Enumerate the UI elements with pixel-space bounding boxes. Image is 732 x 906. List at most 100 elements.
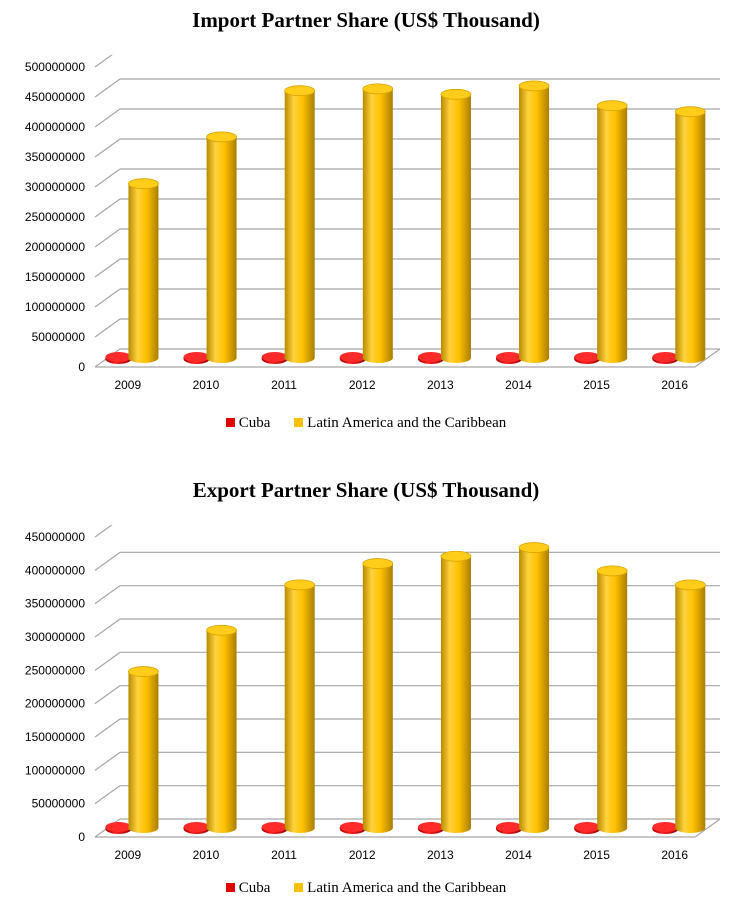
bar-cuba-top <box>496 822 523 832</box>
y-tick-label: 500000000 <box>25 60 85 74</box>
bar-latam-top <box>440 550 472 562</box>
bar-latam <box>284 90 315 358</box>
x-tick-label: 2013 <box>427 848 454 862</box>
bar-latam-top <box>206 624 237 636</box>
bar-latam-base <box>597 823 628 833</box>
x-tick-label: 2014 <box>505 848 532 862</box>
y-tick-label: 0 <box>78 830 85 844</box>
gridline-depth <box>94 138 121 158</box>
legend-swatch-latam <box>294 883 304 892</box>
gridline-depth <box>94 551 121 571</box>
gridline-depth <box>94 228 121 248</box>
legend-swatch-cuba <box>225 418 235 427</box>
gridline-depth <box>94 651 121 671</box>
bar-latam <box>597 105 628 358</box>
bar-latam <box>675 111 706 358</box>
y-tick-label: 300000000 <box>25 180 85 194</box>
bar-cuba-top <box>339 352 366 362</box>
bar-latam <box>362 563 393 828</box>
y-tick-label: 100000000 <box>25 300 85 314</box>
x-tick-label: 2014 <box>505 378 532 392</box>
bar-latam <box>362 88 393 359</box>
x-tick-label: 2016 <box>661 848 688 862</box>
bar-cuba-top <box>339 822 366 832</box>
export-chart-plot: 0 50000000 100000000 150000000 200000000 2500… <box>25 525 721 862</box>
bar-latam-top <box>440 88 472 100</box>
bar-cuba-top <box>105 822 132 832</box>
gridline-depth <box>94 258 121 278</box>
gridline-depth <box>94 318 121 338</box>
legend-label-latam: Latin America and the Caribbean <box>307 880 507 896</box>
gridline-depth <box>94 78 121 98</box>
bar-cuba-top <box>574 352 601 362</box>
gridline-depth <box>94 55 113 68</box>
bar-latam-base <box>519 823 550 833</box>
gridline-depth <box>94 785 121 805</box>
bar-latam-base <box>597 353 628 363</box>
y-tick-label: 300000000 <box>25 630 85 644</box>
bar-latam <box>206 136 237 358</box>
legend-label-cuba: Cuba <box>238 415 271 431</box>
bar-latam <box>128 183 159 358</box>
y-tick-label: 150000000 <box>25 730 85 744</box>
bar-latam-top <box>206 131 237 143</box>
legend-item-cuba: Cuba <box>225 880 271 897</box>
bar-latam-top <box>674 106 706 118</box>
gridline-depth <box>94 525 113 538</box>
bar-latam-top <box>128 178 159 190</box>
bar-cuba-top <box>105 352 132 362</box>
bar-latam-base <box>675 353 706 363</box>
bar-latam <box>284 584 315 828</box>
bar-latam-top <box>674 579 706 591</box>
legend-item-cuba: Cuba <box>225 415 271 432</box>
bar-latam <box>519 85 550 359</box>
import-chart-legend: Cuba Latin America and the Caribbean <box>0 415 732 432</box>
export-chart-legend: Cuba Latin America and the Caribbean <box>0 880 732 897</box>
x-tick-label: 2009 <box>114 848 141 862</box>
y-tick-label: 400000000 <box>25 563 85 577</box>
bar-cuba-top <box>417 822 444 832</box>
bar-latam-top <box>596 100 628 112</box>
floor-edge-side <box>694 818 721 838</box>
bar-latam-base <box>362 823 393 833</box>
gridline-depth <box>94 618 121 638</box>
y-tick-label: 200000000 <box>25 240 85 254</box>
legend-item-latam: Latin America and the Caribbean <box>294 880 506 897</box>
gridline-depth <box>94 168 121 188</box>
legend-label-cuba: Cuba <box>238 880 271 896</box>
y-tick-label: 50000000 <box>32 797 86 811</box>
x-tick-label: 2012 <box>349 848 376 862</box>
gridline-depth <box>94 751 121 771</box>
y-tick-label: 350000000 <box>25 597 85 611</box>
y-tick-label: 350000000 <box>25 150 85 164</box>
legend-swatch-latam <box>294 418 304 427</box>
y-tick-label: 0 <box>78 360 85 374</box>
gridline-depth <box>94 108 121 128</box>
bar-latam-top <box>362 558 394 569</box>
y-tick-label: 250000000 <box>25 663 85 677</box>
bar-latam <box>675 584 706 828</box>
x-tick-label: 2015 <box>583 848 610 862</box>
x-tick-label: 2010 <box>193 378 220 392</box>
bar-latam-base <box>519 353 550 363</box>
import-chart-plot: 0 50000000 100000000 150000000 200000000 2500… <box>25 55 721 392</box>
bar-cuba-top <box>417 352 444 362</box>
bar-cuba-top <box>261 352 288 362</box>
gridline-depth <box>94 718 121 738</box>
y-tick-label: 100000000 <box>25 763 85 777</box>
x-tick-label: 2013 <box>427 378 454 392</box>
bar-latam-top <box>284 85 316 97</box>
bar-latam <box>128 671 159 828</box>
bar-latam-base <box>206 353 237 363</box>
bar-latam-base <box>128 823 159 833</box>
bar-latam-top <box>362 83 394 95</box>
y-tick-label: 450000000 <box>25 90 85 104</box>
bar-latam-base <box>128 353 159 363</box>
bar-latam-base <box>440 353 471 363</box>
bar-latam <box>440 556 471 828</box>
bar-cuba-top <box>261 822 288 832</box>
x-tick-label: 2011 <box>271 848 297 862</box>
bar-latam-top <box>518 80 550 92</box>
gridline-depth <box>94 288 121 308</box>
bar-cuba-top <box>496 352 523 362</box>
